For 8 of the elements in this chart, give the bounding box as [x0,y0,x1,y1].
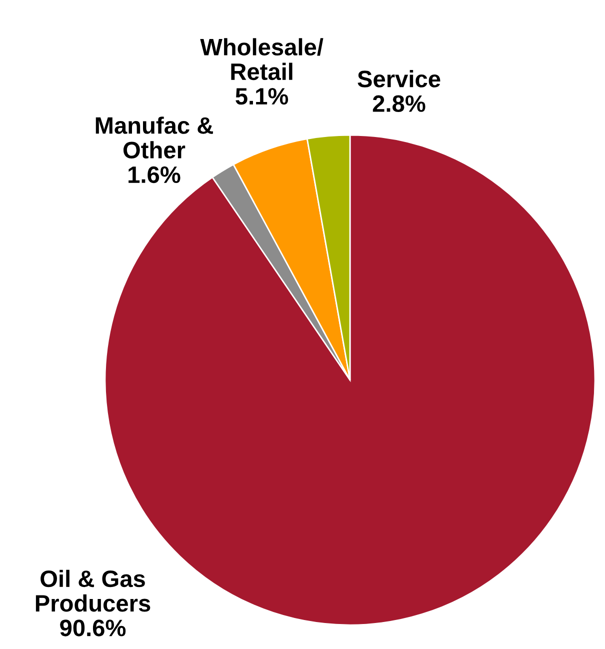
data-label: 2.8% [372,95,426,112]
slice-label: Wholesale/ Retail [200,38,324,80]
data-label: 5.1% [236,88,288,105]
slice-label: Service [358,70,440,88]
data-label: 1.6% [128,166,180,184]
data-label: 90.6% [60,620,126,636]
slice-label: Manufac & Other [96,116,213,158]
slice-label: Oil & Gas Producers [36,570,150,612]
